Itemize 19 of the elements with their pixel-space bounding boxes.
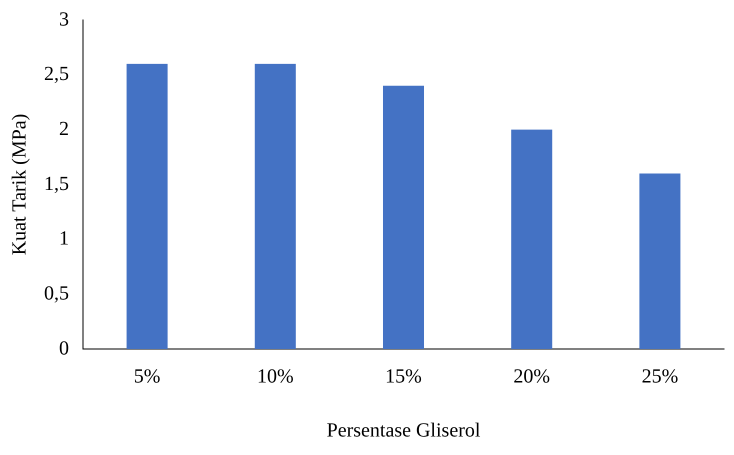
y-tick-label: 1,5 xyxy=(44,172,69,195)
y-tick-label: 3 xyxy=(59,8,69,30)
bar xyxy=(382,86,424,349)
bar xyxy=(511,130,552,349)
x-tick-label: 25% xyxy=(642,365,678,388)
x-tick-label: 15% xyxy=(385,365,422,388)
bar xyxy=(639,174,680,349)
x-tick-label: 5% xyxy=(134,365,160,388)
y-axis-title: Kuat Tarik (MPa) xyxy=(8,114,30,256)
y-tick-label: 0 xyxy=(59,337,69,360)
bar xyxy=(126,64,168,349)
x-tick-label: 20% xyxy=(513,365,550,388)
bar xyxy=(254,64,296,349)
x-tick-label: 10% xyxy=(256,365,294,388)
y-tick-label: 1 xyxy=(59,228,69,250)
x-axis-title: Persentase Gliserol xyxy=(326,419,481,442)
y-tick-label: 2 xyxy=(59,118,69,140)
y-tick-label: 2,5 xyxy=(44,63,69,86)
y-tick-label: 0,5 xyxy=(44,282,69,304)
